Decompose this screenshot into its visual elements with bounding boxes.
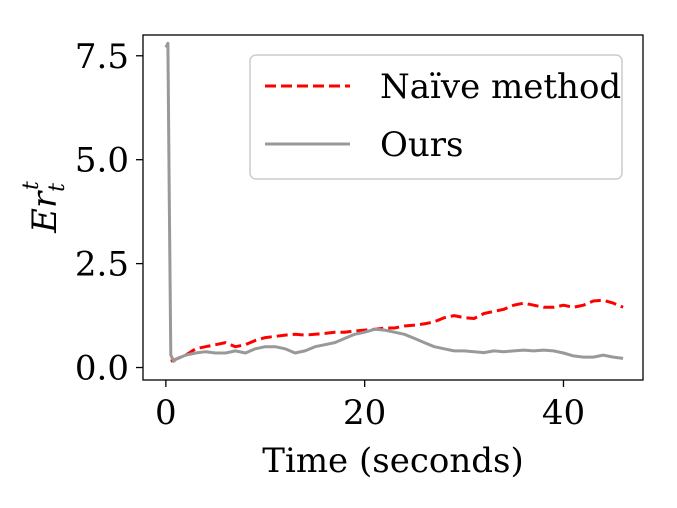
y-tick-label: 7.5 xyxy=(75,37,129,77)
y-axis-label-superscript: t xyxy=(19,181,44,190)
series-layer xyxy=(164,41,624,363)
x-axis-label: Time (seconds) xyxy=(262,441,523,481)
x-axis-ticks: 0 20 40 xyxy=(155,380,585,433)
y-axis-label: Ertt xyxy=(19,181,70,234)
y-axis-ticks: 0.0 2.5 5.0 7.5 xyxy=(75,37,143,389)
legend-box xyxy=(249,54,623,180)
x-tick-label: 20 xyxy=(343,393,386,433)
y-tick-label: 0.0 xyxy=(75,349,129,389)
y-axis-label-main: Er xyxy=(25,190,65,234)
y-axis-label-subscript: t xyxy=(45,183,70,192)
plot-frame xyxy=(142,34,644,381)
x-tick-label: 0 xyxy=(155,393,177,433)
series-line-0 xyxy=(170,298,624,363)
series-line-1 xyxy=(164,41,624,363)
legend: Naïve method Ours xyxy=(249,54,623,180)
y-tick-label: 2.5 xyxy=(75,245,129,285)
y-tick-label: 5.0 xyxy=(75,141,129,181)
svg-text:Ertt: Ertt xyxy=(19,181,70,234)
legend-label-ours: Ours xyxy=(380,125,463,165)
x-tick-label: 40 xyxy=(542,393,585,433)
legend-label-naive: Naïve method xyxy=(380,67,621,107)
